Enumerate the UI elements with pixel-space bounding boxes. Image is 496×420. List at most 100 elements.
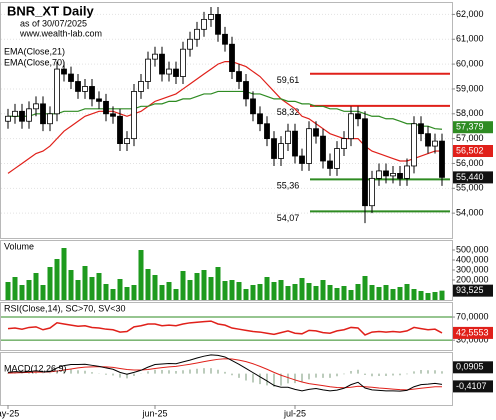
volume-bar	[180, 271, 186, 300]
candle-body	[61, 68, 67, 75]
candle-body	[47, 113, 53, 125]
y-tick-label: 55,000	[456, 183, 484, 193]
volume-bar	[404, 284, 410, 300]
candle-body	[68, 73, 74, 82]
candle-body	[264, 123, 270, 140]
subtitle: as of 30/07/2025	[20, 18, 87, 28]
candle-body	[173, 68, 179, 77]
volume-bar	[145, 269, 151, 300]
candle-body	[201, 18, 207, 30]
candle-body	[138, 81, 144, 92]
candle-body	[124, 138, 130, 144]
candle-body	[75, 81, 81, 92]
candle-body	[418, 123, 424, 135]
price-tag	[453, 145, 493, 158]
volume-bar	[187, 280, 193, 300]
price-tag-label: -0,4107	[456, 381, 487, 391]
volume-bar	[243, 289, 249, 300]
y-tick-label: 30,0000	[456, 335, 489, 345]
volume-bar	[397, 287, 403, 300]
volume-bar	[194, 273, 200, 300]
volume-bar	[54, 259, 60, 300]
volume-bar	[418, 291, 424, 300]
candle-body	[96, 98, 102, 102]
volume-bar	[257, 284, 263, 300]
candle-body	[103, 100, 109, 115]
y-tick-label: 58,000	[456, 108, 484, 118]
y-tick-label: 60,000	[456, 58, 484, 68]
volume-bar	[68, 270, 74, 300]
volume-bar	[306, 283, 312, 300]
candle-body	[26, 108, 32, 122]
candle-body	[110, 113, 116, 117]
x-tick-label: ay-25	[0, 408, 19, 418]
x-tick-label: jul-25	[283, 408, 306, 418]
volume-bar	[124, 287, 130, 300]
x-tick-label: jun-25	[141, 408, 167, 418]
level-label: 58,32	[277, 107, 300, 117]
macd-pane	[0, 352, 453, 406]
price-tag-label: 55,440	[456, 172, 484, 182]
y-tick-label: 54,000	[456, 208, 484, 218]
macd-line	[7, 358, 443, 391]
candle-body	[348, 113, 354, 140]
price-tag	[453, 284, 493, 297]
y-tick-label: 300,000	[456, 264, 489, 274]
volume-bar	[299, 278, 305, 300]
volume-bar	[117, 279, 123, 300]
candle-body	[376, 170, 382, 179]
candle-body	[341, 138, 347, 149]
candle-body	[271, 138, 277, 159]
candle-body	[145, 58, 151, 82]
y-tick-label: 500,000	[456, 244, 489, 254]
ema-line	[8, 90, 443, 130]
volume-bar	[320, 280, 326, 300]
volume-bar	[61, 248, 67, 300]
candle-body	[229, 43, 235, 72]
volume-bar	[96, 273, 102, 300]
legend-entry: EMA(Close,21)	[4, 46, 65, 56]
candle-body	[411, 123, 417, 167]
candle-body	[5, 115, 11, 122]
volume-bar	[355, 284, 361, 300]
candle-body	[397, 173, 403, 179]
candle-body	[369, 177, 375, 207]
volume-bar	[369, 285, 375, 300]
volume-bar	[236, 282, 242, 300]
volume-bar	[376, 287, 382, 300]
volume-bar	[341, 286, 347, 300]
price-tag	[453, 380, 493, 393]
volume-bar	[390, 289, 396, 300]
volume-bar	[208, 277, 214, 300]
candle-body	[306, 128, 312, 164]
candle-body	[180, 48, 186, 77]
volume-bar	[40, 285, 46, 300]
price-tag	[453, 361, 493, 374]
volume-bar	[110, 289, 116, 300]
pane-title: MACD(12,26,9)	[4, 363, 67, 373]
volume-bar	[222, 281, 228, 300]
candle-body	[215, 14, 221, 35]
candle-body	[40, 103, 46, 125]
macd-line	[7, 354, 443, 392]
volume-bar	[439, 290, 445, 300]
volume-bar	[103, 284, 109, 300]
volume-bar	[131, 285, 137, 300]
candle-body	[257, 113, 263, 125]
y-tick-label: 59,000	[456, 83, 484, 93]
candle-body	[278, 143, 284, 159]
candle-body	[390, 173, 396, 177]
volume-bar	[348, 290, 354, 300]
volume-bar	[334, 288, 340, 300]
rsi-line	[7, 320, 443, 336]
volume-bar	[264, 277, 270, 300]
level-label: 55,36	[277, 181, 300, 191]
volume-bar	[229, 280, 235, 300]
volume-bar	[362, 276, 368, 300]
candle-body	[236, 71, 242, 82]
ema-line	[7, 61, 443, 174]
price-tag-label: 42,5553	[456, 327, 489, 337]
y-tick-label: 61,000	[456, 34, 484, 44]
y-tick-label: 70,0000	[456, 311, 489, 321]
